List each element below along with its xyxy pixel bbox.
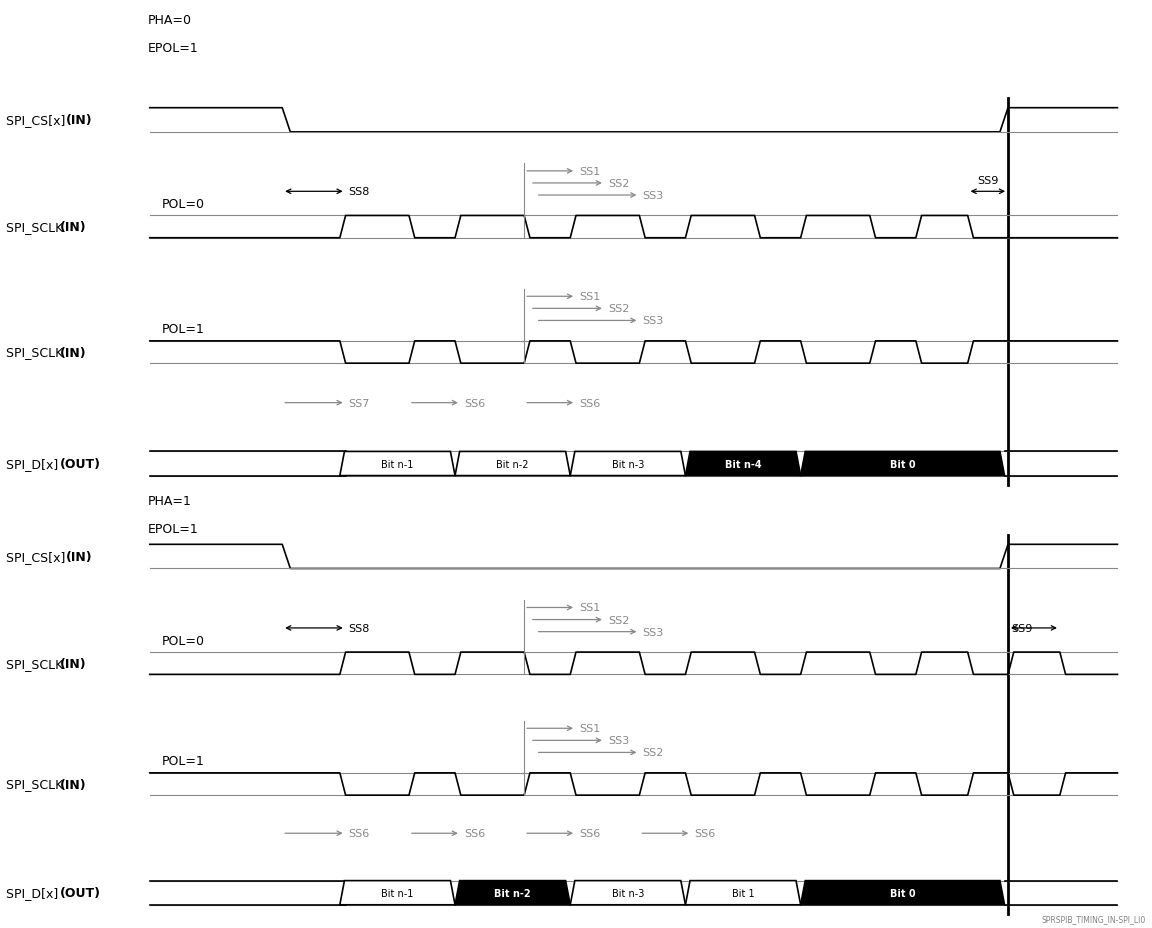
Text: SS6: SS6 (349, 829, 370, 838)
Polygon shape (570, 452, 685, 476)
Text: SS7: SS7 (349, 398, 370, 408)
Text: SS1: SS1 (579, 724, 600, 733)
Text: SPI_SCLK: SPI_SCLK (6, 778, 67, 791)
Text: PHA=0: PHA=0 (147, 14, 191, 27)
Text: SS1: SS1 (579, 167, 600, 176)
Text: (IN): (IN) (66, 114, 92, 127)
Text: SPI_CS[x]: SPI_CS[x] (6, 550, 69, 563)
Text: SS6: SS6 (464, 829, 485, 838)
Text: SPI_SCLK: SPI_SCLK (6, 346, 67, 359)
Text: Bit 1: Bit 1 (732, 888, 755, 897)
Text: (IN): (IN) (60, 346, 86, 359)
Polygon shape (340, 452, 455, 476)
Text: Bit n-1: Bit n-1 (381, 459, 414, 469)
Text: (OUT): (OUT) (60, 886, 100, 899)
Text: SS3: SS3 (643, 627, 664, 637)
Text: SPI_CS[x]: SPI_CS[x] (6, 114, 69, 127)
Text: (IN): (IN) (60, 221, 86, 234)
Polygon shape (801, 452, 1005, 476)
Polygon shape (685, 881, 801, 905)
Text: SS9: SS9 (977, 176, 999, 187)
Text: SS2: SS2 (608, 615, 629, 625)
Text: Bit n-2: Bit n-2 (494, 888, 531, 897)
Text: Bit n-2: Bit n-2 (497, 459, 529, 469)
Polygon shape (570, 881, 685, 905)
Text: SS8: SS8 (349, 187, 370, 197)
Text: Bit n-3: Bit n-3 (612, 459, 644, 469)
Text: SS2: SS2 (643, 748, 664, 757)
Text: Bit n-1: Bit n-1 (381, 888, 414, 897)
Text: SS3: SS3 (643, 316, 664, 326)
Text: (IN): (IN) (60, 778, 86, 791)
Text: SS8: SS8 (349, 624, 370, 633)
Text: Bit 0: Bit 0 (889, 459, 916, 469)
Text: EPOL=1: EPOL=1 (147, 42, 198, 55)
Text: SS6: SS6 (579, 829, 600, 838)
Text: PHA=1: PHA=1 (147, 495, 191, 508)
Text: SS2: SS2 (608, 179, 629, 188)
Text: (IN): (IN) (66, 550, 92, 563)
Text: SS2: SS2 (608, 304, 629, 314)
Text: Bit 0: Bit 0 (889, 888, 916, 897)
Polygon shape (455, 452, 570, 476)
Text: POL=1: POL=1 (161, 754, 204, 767)
Text: SS3: SS3 (608, 736, 629, 745)
Text: SS9: SS9 (1011, 624, 1032, 633)
Text: POL=0: POL=0 (161, 198, 204, 211)
Text: SS3: SS3 (643, 191, 664, 200)
Text: (IN): (IN) (60, 657, 86, 670)
Text: SPI_D[x]: SPI_D[x] (6, 458, 62, 470)
Text: SS6: SS6 (579, 398, 600, 408)
Text: SPI_D[x]: SPI_D[x] (6, 886, 62, 899)
Text: POL=1: POL=1 (161, 323, 204, 336)
Text: SS6: SS6 (695, 829, 715, 838)
Text: SS1: SS1 (579, 603, 600, 612)
Polygon shape (455, 881, 570, 905)
Text: SPRSPIB_TIMING_IN-SPI_LI0: SPRSPIB_TIMING_IN-SPI_LI0 (1043, 914, 1146, 923)
Text: SS6: SS6 (464, 398, 485, 408)
Text: SPI_SCLK: SPI_SCLK (6, 221, 67, 234)
Polygon shape (685, 452, 801, 476)
Text: SPI_SCLK: SPI_SCLK (6, 657, 67, 670)
Text: EPOL=1: EPOL=1 (147, 522, 198, 535)
Text: Bit n-3: Bit n-3 (612, 888, 644, 897)
Text: SS1: SS1 (579, 292, 600, 302)
Text: Bit n-4: Bit n-4 (725, 459, 761, 469)
Text: POL=0: POL=0 (161, 634, 204, 647)
Polygon shape (801, 881, 1005, 905)
Polygon shape (340, 881, 455, 905)
Text: (OUT): (OUT) (60, 458, 100, 470)
